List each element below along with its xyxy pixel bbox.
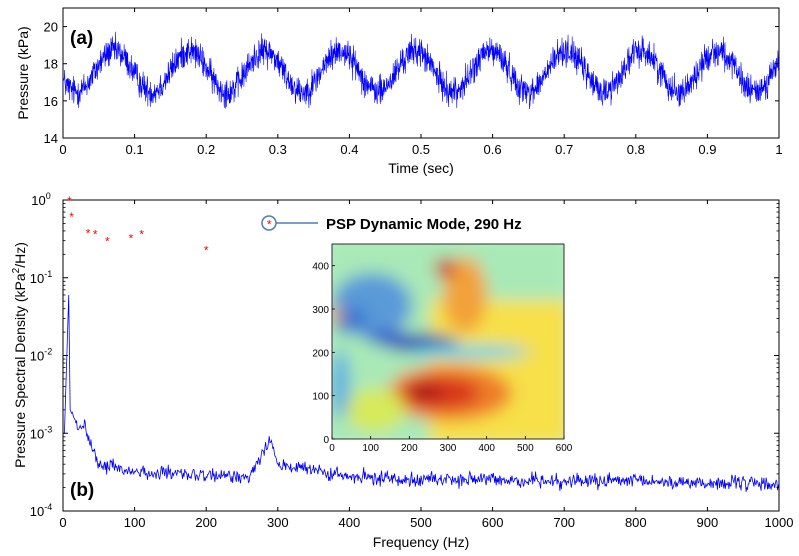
- panel-b-y-tick-label: 10-1: [30, 269, 52, 286]
- panel-a-x-tick-label: 0.2: [197, 142, 215, 157]
- panel-b-x-tick-label: 600: [482, 515, 504, 530]
- panel-b-y-axis-label-pre: Pressure Spectral Density (kPa: [12, 273, 28, 468]
- panel-a-x-tick-label: 0.5: [412, 142, 430, 157]
- panel-a-x-tick-label: 0.4: [340, 142, 358, 157]
- panel-a-y-tick-label: 20: [44, 20, 58, 35]
- panel-b-y-axis-label-sup: 2: [11, 267, 22, 273]
- panel-b-y-axis-label-post: /Hz): [12, 242, 28, 268]
- panel-a-x-tick-label: 0: [59, 142, 66, 157]
- inset-y-ticks: 0 100 200 300 400: [312, 262, 335, 446]
- inset-heatmap-field: [332, 244, 564, 439]
- inset-x-tick-label: 100: [362, 443, 379, 454]
- panel-b-marker: *: [105, 235, 110, 249]
- panel-b-series-psd: [63, 294, 779, 492]
- panel-a-x-tick-label: 1: [775, 142, 782, 157]
- panel-b-marker: *: [86, 227, 91, 241]
- panel-b-marker: *: [93, 228, 98, 242]
- panel-a-x-tick-label: 0.6: [484, 142, 502, 157]
- panel-b-marker: *: [69, 210, 74, 224]
- inset-y-tick-label: 300: [312, 305, 329, 316]
- panel-b-y-axis-label: Pressure Spectral Density (kPa2/Hz): [11, 242, 28, 468]
- annotation-text: PSP Dynamic Mode, 290 Hz: [326, 216, 522, 233]
- panel-b-marker: *: [139, 228, 144, 242]
- panel-b-psd-line: [63, 294, 779, 492]
- panel-b-marker: *: [267, 217, 272, 231]
- panel-a-y-tick-label: 16: [44, 94, 58, 109]
- panel-b-tag: (b): [70, 480, 94, 501]
- inset-y-tick-label: 200: [312, 348, 329, 359]
- inset-y-tick-label: 0: [323, 435, 329, 446]
- panel-b-x-ticks: 0 100 200 300 400 500 600 700 800 900 1000: [59, 200, 793, 530]
- panel-a-x-tick-label: 0.9: [698, 142, 716, 157]
- panel-a-tag: (a): [70, 28, 93, 49]
- inset-heatmap: 0 100 200 300 400 500 600 0 100 200 300 400: [312, 243, 573, 454]
- inset-x-tick-label: 300: [440, 443, 457, 454]
- panel-b-marker: *: [204, 244, 209, 258]
- panel-b-x-tick-label: 800: [625, 515, 647, 530]
- inset-x-tick-label: 400: [478, 443, 495, 454]
- panel-a-x-tick-label: 0.7: [555, 142, 573, 157]
- panel-a-x-tick-label: 0.3: [269, 142, 287, 157]
- panel-a-y-ticks: 14 16 18 20: [44, 20, 779, 146]
- inset-y-tick-label: 100: [312, 392, 329, 403]
- panel-a-axes-box: [62, 7, 780, 139]
- panel-b-y-tick-label: 10-4: [30, 502, 52, 519]
- panel-b-marker: *: [129, 231, 134, 245]
- panel-b-x-tick-label: 200: [195, 515, 217, 530]
- panel-a-x-axis-label: Time (sec): [388, 160, 454, 176]
- panel-b-x-tick-label: 300: [267, 515, 289, 530]
- panel-b-markers: *** ** * ***: [67, 194, 272, 258]
- inset-y-tick-label: 400: [312, 262, 329, 273]
- panel-b-y-tick-label: 100: [31, 191, 50, 208]
- panel-b-y-ticks: 100 10-1 10-2 10-3 10-4: [30, 191, 779, 519]
- annotation-psp-mode: PSP Dynamic Mode, 290 Hz: [261, 215, 522, 233]
- panel-a-y-tick-label: 14: [44, 131, 58, 146]
- inset-x-tick-label: 500: [517, 443, 534, 454]
- panel-a-x-tick-label: 0.8: [627, 142, 645, 157]
- panel-a-series-pressure: [63, 31, 779, 110]
- panel-b-x-tick-label: 900: [697, 515, 719, 530]
- panel-b-y-tick-label: 10-2: [30, 347, 52, 364]
- panel-b-y-tick-label: 10-3: [30, 424, 52, 441]
- inset-x-tick-label: 0: [329, 443, 335, 454]
- inset-x-tick-label: 600: [556, 443, 573, 454]
- panel-a: 0 0.1 0.2 0.3 0.4 0.5 0.6 0.7 0.8 0.9 1 14 16 18 20 (…: [15, 7, 783, 176]
- panel-a-x-ticks: 0 0.1 0.2 0.3 0.4 0.5 0.6 0.7 0.8 0.9 1: [59, 8, 783, 157]
- panel-a-y-axis-label: Pressure (kPa): [15, 26, 31, 119]
- panel-a-pressure-line: [63, 31, 779, 110]
- panel-b-x-tick-label: 500: [410, 515, 432, 530]
- panel-b-x-tick-label: 1000: [765, 515, 794, 530]
- inset-x-tick-label: 200: [401, 443, 418, 454]
- panel-b-x-tick-label: 400: [339, 515, 361, 530]
- panel-a-y-tick-label: 18: [44, 57, 58, 72]
- panel-a-x-tick-label: 0.1: [126, 142, 144, 157]
- panel-b-x-tick-label: 0: [59, 515, 66, 530]
- panel-b: *** ** * *** 0 100 200 300 400 500 600 700 800 900 10…: [11, 191, 793, 550]
- panel-b-x-tick-label: 100: [124, 515, 146, 530]
- panel-b-marker: *: [67, 194, 72, 208]
- inset-x-ticks: 0 100 200 300 400 500 600: [329, 436, 573, 454]
- panel-b-x-tick-label: 700: [553, 515, 575, 530]
- panel-b-x-axis-label: Frequency (Hz): [373, 534, 469, 550]
